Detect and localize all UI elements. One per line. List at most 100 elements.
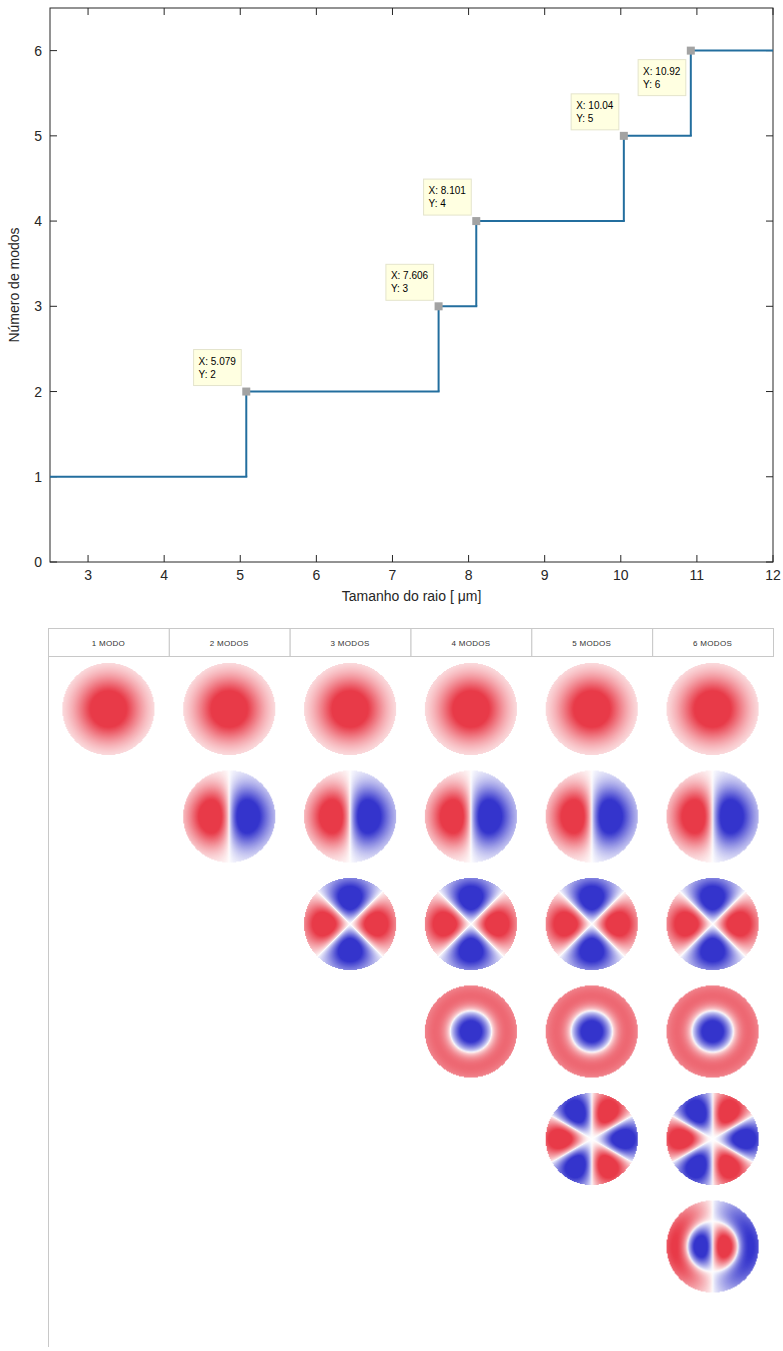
- x-tick-label: 8: [465, 567, 473, 583]
- mode-profile: [667, 1093, 759, 1185]
- axes: 34567891011120123456: [34, 8, 781, 583]
- step-riser: [438, 306, 440, 391]
- mode-profile: [546, 986, 638, 1078]
- data-tip-box: [424, 179, 472, 215]
- step-segment: [691, 50, 773, 52]
- mode-profile: [546, 1093, 638, 1185]
- data-tip: X: 8.101Y: 4: [424, 179, 481, 225]
- step-riser: [623, 136, 625, 221]
- figure: 34567891011120123456Tamanho do raio [ μm…: [0, 0, 783, 1351]
- y-tick: [50, 221, 57, 222]
- y-tick: [50, 135, 57, 136]
- mode-profile: [304, 771, 396, 863]
- mode-table: 1 MODO 2 MODOS 3 MODOS 4 MODOS 5 MODOS 6 MODO…: [49, 628, 774, 1347]
- x-tick: [316, 555, 317, 562]
- data-tip: X: 7.606Y: 3: [386, 264, 443, 310]
- data-tip-text: X: 8.101: [429, 185, 467, 196]
- y-tick-right: [766, 391, 773, 392]
- y-tick: [50, 306, 57, 307]
- data-tip-box: [638, 60, 686, 96]
- step-segment: [476, 220, 624, 222]
- plot-frame: [50, 8, 773, 562]
- mode-profile: [667, 878, 759, 970]
- x-tick: [88, 555, 89, 562]
- x-tick: [696, 555, 697, 562]
- mode-profile: [304, 878, 396, 970]
- mode-profile: [546, 771, 638, 863]
- mode-profile: [667, 663, 759, 755]
- mode-profile: [425, 663, 517, 755]
- data-tip-text: X: 5.079: [199, 356, 237, 367]
- table-header: 6 MODOS: [693, 639, 732, 648]
- data-tip-box: [571, 94, 619, 130]
- table-header-cell: [49, 629, 170, 657]
- y-tick-label: 3: [34, 298, 42, 314]
- mode-profile: [546, 663, 638, 755]
- mode-profile: [304, 663, 396, 755]
- table-header: 5 MODOS: [572, 639, 611, 648]
- table-header: 3 MODOS: [331, 639, 370, 648]
- data: [50, 51, 773, 477]
- data-tip-marker: [435, 302, 443, 310]
- x-tick-label: 11: [690, 567, 705, 583]
- x-tick-label: 7: [389, 567, 397, 583]
- step-segment: [246, 391, 438, 393]
- x-tick: [468, 555, 469, 562]
- plot-area: [50, 8, 773, 562]
- y-tick-right: [766, 221, 773, 222]
- mode-profile: [667, 1201, 759, 1293]
- x-tick-label: 10: [613, 567, 629, 583]
- table-header-cell: [653, 629, 774, 657]
- x-tick: [392, 555, 393, 562]
- data-tip-marker: [472, 217, 480, 225]
- x-tick-label: 6: [312, 567, 320, 583]
- x-tick-label: 12: [765, 567, 781, 583]
- x-tick: [164, 555, 165, 562]
- x-tick-label: 9: [541, 567, 549, 583]
- table-header-cell: [532, 629, 653, 657]
- x-axis-title: Tamanho do raio [ μm]: [342, 588, 482, 604]
- data-tip-text: X: 10.04: [576, 100, 614, 111]
- data-tip-marker: [620, 132, 628, 140]
- mode-profile: [425, 986, 517, 1078]
- x-tick: [240, 555, 241, 562]
- x-tick-label: 3: [84, 567, 92, 583]
- x-tick-top: [392, 8, 393, 15]
- data-tip-text: X: 7.606: [391, 270, 429, 281]
- table-header-cell: [290, 629, 411, 657]
- table-header-cell: [411, 629, 532, 657]
- x-tick-top: [544, 8, 545, 15]
- step-segment: [50, 476, 246, 478]
- y-tick-label: 2: [34, 384, 42, 400]
- y-tick-label: 6: [34, 43, 42, 59]
- mode-profile: [183, 663, 275, 755]
- x-tick-top: [164, 8, 165, 15]
- x-tick: [620, 555, 621, 562]
- data-tip: X: 10.92Y: 6: [638, 47, 695, 96]
- y-tick-label: 0: [34, 554, 42, 570]
- table-border: [48, 628, 49, 1347]
- step-riser: [245, 392, 247, 477]
- data-tip-box: [194, 350, 242, 386]
- x-tick-top: [88, 8, 89, 15]
- data-tip: X: 5.079Y: 2: [194, 350, 251, 396]
- data-tip-box: [386, 264, 434, 300]
- mode-profile: [183, 771, 275, 863]
- data-tip-text: Y: 5: [576, 113, 594, 124]
- y-tick: [50, 391, 57, 392]
- x-tick-label: 5: [236, 567, 244, 583]
- table-header-cell: [169, 629, 290, 657]
- y-tick-label: 5: [34, 128, 42, 144]
- x-tick-label: 4: [160, 567, 168, 583]
- x-tick-top: [316, 8, 317, 15]
- x-tick-top: [620, 8, 621, 15]
- x-tick-top: [468, 8, 469, 15]
- table-header: 2 MODOS: [210, 639, 249, 648]
- step-segment: [439, 305, 477, 307]
- y-tick-right: [766, 476, 773, 477]
- mode-profile: [425, 878, 517, 970]
- table-header: 1 MODO: [92, 639, 125, 648]
- data-tip-marker: [687, 47, 695, 55]
- table-header: 4 MODOS: [451, 639, 490, 648]
- x-tick: [544, 555, 545, 562]
